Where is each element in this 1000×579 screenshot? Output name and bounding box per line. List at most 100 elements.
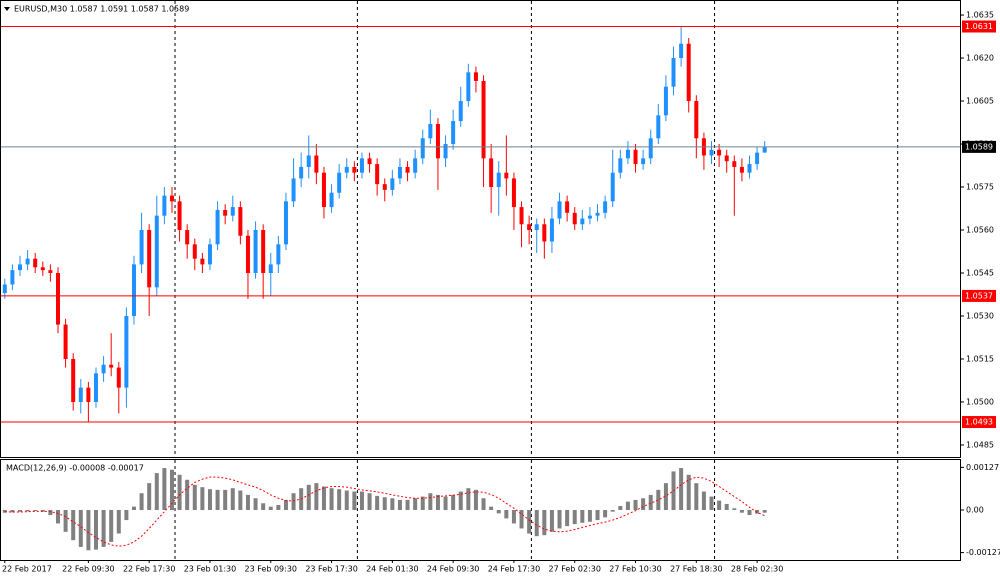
macd-bar [458,491,463,510]
macd-bar [291,493,296,510]
y-tick-label: 1.0560 [966,226,994,235]
macd-bar [215,489,220,510]
candle-body [169,195,174,202]
y-tick-label: -0.00127 [966,548,1000,557]
price-panel-frame [0,0,961,458]
candle-body [451,121,456,145]
candle-body [192,244,197,259]
candle-body [93,373,98,402]
candle-body [625,149,630,159]
x-tick-label: 22 Feb 2017 [2,565,52,574]
macd-bar [177,474,182,510]
candle-body [40,267,45,271]
candle-body [587,215,592,219]
macd-bar [109,510,114,542]
candle-body [511,178,516,208]
candle-body [709,149,714,156]
x-tick-label: 23 Feb 01:30 [184,565,236,574]
macd-bar [169,469,174,510]
macd-bar [86,510,91,551]
candle-body [124,315,129,388]
macd-bar [405,499,410,510]
macd-bar [276,504,281,510]
candle-body [314,155,319,173]
candle-body [580,218,585,225]
macd-bar [230,488,235,510]
level-label: 1.0631 [965,22,993,31]
macd-bar [595,510,600,521]
macd-bar [679,468,684,510]
y-tick-label: 1.0500 [966,397,994,406]
macd-bar [549,510,554,532]
candle-body [618,158,623,173]
candle-body [154,215,159,288]
candle-body [147,230,152,288]
macd-bar [253,498,258,510]
candle-body [679,43,684,59]
candle-body [101,364,106,374]
macd-bar [489,506,494,510]
candle-body [207,244,212,265]
candle-body [443,144,448,159]
macd-bar [185,479,190,510]
x-tick-label: 27 Feb 18:30 [670,565,722,574]
candle-body [2,284,7,294]
macd-bar [192,484,197,510]
x-tick-label: 27 Feb 10:30 [609,565,661,574]
macd-bar [717,500,722,510]
macd-bar [527,510,532,534]
candle-body [261,230,266,273]
macd-bar [238,490,243,510]
macd-bar [139,493,144,510]
x-tick-label: 23 Feb 17:30 [305,565,357,574]
macd-bar [519,510,524,529]
macd-bar [473,489,478,510]
candle-body [717,149,722,156]
candle-body [162,195,167,216]
macd-bar [2,510,7,513]
macd-bar [580,510,585,523]
macd-bar [587,510,592,522]
macd-bar [337,489,342,510]
macd-bar [93,510,98,550]
candle-body [397,166,402,179]
candle-body [572,212,577,225]
candle-body [565,201,570,213]
macd-bar [762,510,767,513]
macd-bar [397,499,402,510]
menu-arrow[interactable] [4,7,10,11]
macd-bar [641,498,646,510]
candle-body [306,155,311,167]
candle-body [641,158,646,165]
candle-body [762,146,767,153]
candle-body [139,230,144,265]
candle-body [663,86,668,116]
level-label-box [962,140,996,153]
macd-bar [534,510,539,537]
candle-body [86,387,91,402]
candle-body [375,164,380,185]
candle-body [458,101,463,122]
macd-bar [321,486,326,510]
x-tick-label: 24 Feb 09:30 [427,565,479,574]
signal-line [4,476,765,547]
candle-body [352,166,357,173]
candle-body [359,158,364,173]
candle-body [253,230,258,273]
level-label: 1.0493 [965,418,993,427]
macd-bar [565,510,570,527]
x-tick-label: 23 Feb 09:30 [245,565,297,574]
candle-body [694,101,699,139]
y-tick-label: 0.00 [966,506,984,515]
macd-bar [435,494,440,510]
price-title: EURUSD,M30 1.0587 1.0591 1.0587 1.0589 [14,5,189,14]
candle-body [329,192,334,208]
candle-body [747,164,752,173]
candle-body [276,244,281,265]
candle-body [656,115,661,139]
macd-bar [610,510,615,512]
macd-bar [261,503,266,510]
y-tick-label: 0.00127 [966,463,999,472]
candle-body [724,155,729,162]
macd-panel-frame [0,459,961,561]
